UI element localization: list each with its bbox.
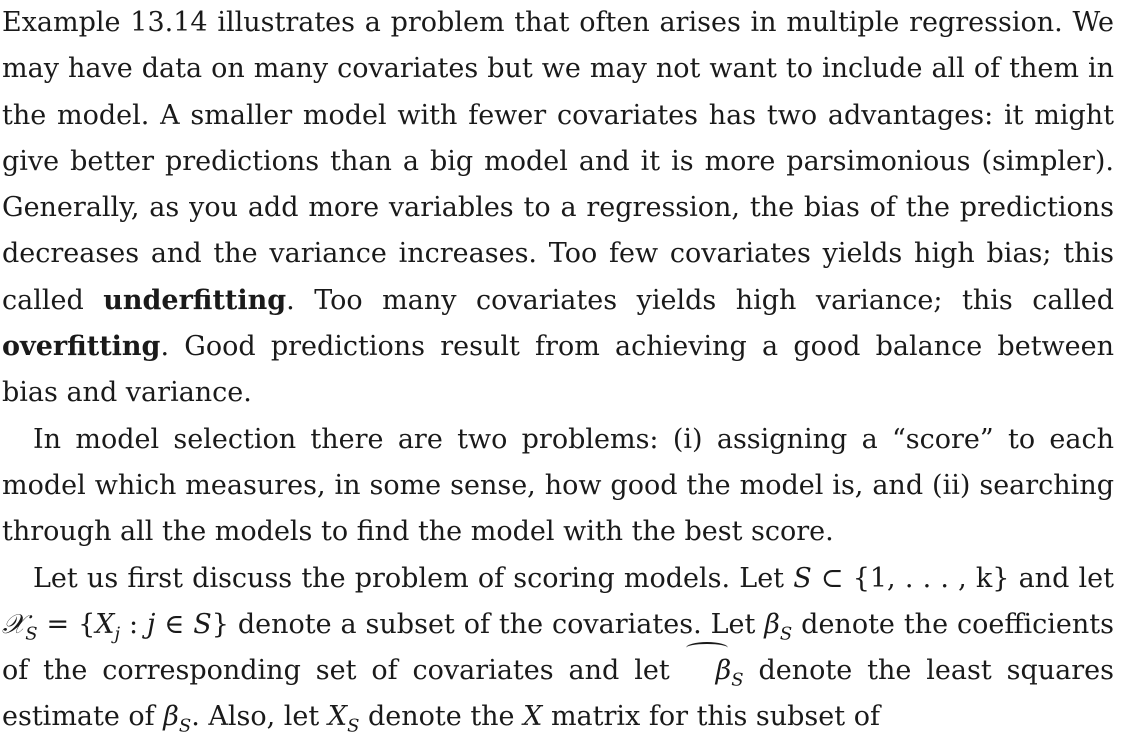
math-index-set: {1, . . . , k} xyxy=(852,562,1010,594)
paragraph-text: Let us first discuss the problem of scor… xyxy=(33,562,794,594)
document-page: Example 13.14 illustrates a problem that… xyxy=(2,0,1114,741)
paragraph-text: denote the coefficients of the correspon… xyxy=(2,608,1114,687)
math-subscript-S: S xyxy=(731,669,744,691)
paragraph-text: denote a subset of the covariates. Let xyxy=(228,608,765,640)
math-brace-close: } xyxy=(211,608,229,640)
math-symbol-S: S xyxy=(793,562,812,594)
math-X-matrix: X xyxy=(523,701,542,732)
paragraph-text: and let xyxy=(1009,562,1114,594)
paragraph-text: denote the xyxy=(359,701,524,733)
math-X-S: XS xyxy=(327,701,360,735)
math-covariate-set: 𝒳S = {Xj : j ∈ S} xyxy=(2,608,229,643)
math-X: X xyxy=(523,701,543,733)
math-brace-open: { xyxy=(78,608,96,640)
math-subset-operator: ⊂ xyxy=(811,562,853,594)
paragraph-text: . Too many covariates yields high varian… xyxy=(286,284,1114,316)
math-X: X xyxy=(327,701,348,733)
math-beta-hat-S: βS xyxy=(685,642,744,689)
math-beta: β xyxy=(163,701,179,733)
term-underfitting: underfitting xyxy=(103,284,287,316)
paragraph-scoring-models: Let us first discuss the problem of scor… xyxy=(2,556,1114,741)
math-subscript-j: j xyxy=(114,623,121,645)
math-calligraphic-X: 𝒳 xyxy=(2,608,26,640)
math-element-of: ∈ xyxy=(155,608,194,640)
math-subscript-S: S xyxy=(25,623,38,645)
paragraph-text: Example 13.14 illustrates a problem that… xyxy=(2,7,1114,316)
math-subscript-S: S xyxy=(347,715,360,737)
math-beta-S: βS xyxy=(163,701,191,735)
math-beta-S: βS xyxy=(764,608,792,643)
math-equals: = xyxy=(37,608,79,640)
math-X: X xyxy=(95,608,115,640)
math-subset-definition: S ⊂ {1, . . . , k} xyxy=(793,563,1009,594)
paragraph-text: In model selection there are two problem… xyxy=(2,423,1114,548)
paragraph-text: matrix for this subset of xyxy=(542,701,880,733)
math-beta-hat: β xyxy=(685,642,731,694)
math-subscript-S: S xyxy=(178,715,192,737)
term-overfitting: overfitting xyxy=(2,331,161,363)
paragraph-text: . Also, let xyxy=(191,701,328,733)
math-colon: : xyxy=(120,608,148,640)
paragraph-two-problems: In model selection there are two problem… xyxy=(2,417,1114,556)
math-S: S xyxy=(193,608,212,640)
paragraph-text: . Good predictions result from achieving… xyxy=(2,331,1114,409)
math-subscript-S: S xyxy=(779,623,793,645)
paragraph-text: denote the least squares estimate of xyxy=(2,655,1114,733)
paragraph-model-selection-intro: Example 13.14 illustrates a problem that… xyxy=(2,0,1114,417)
math-beta: β xyxy=(764,608,780,640)
math-j: j xyxy=(147,608,156,640)
